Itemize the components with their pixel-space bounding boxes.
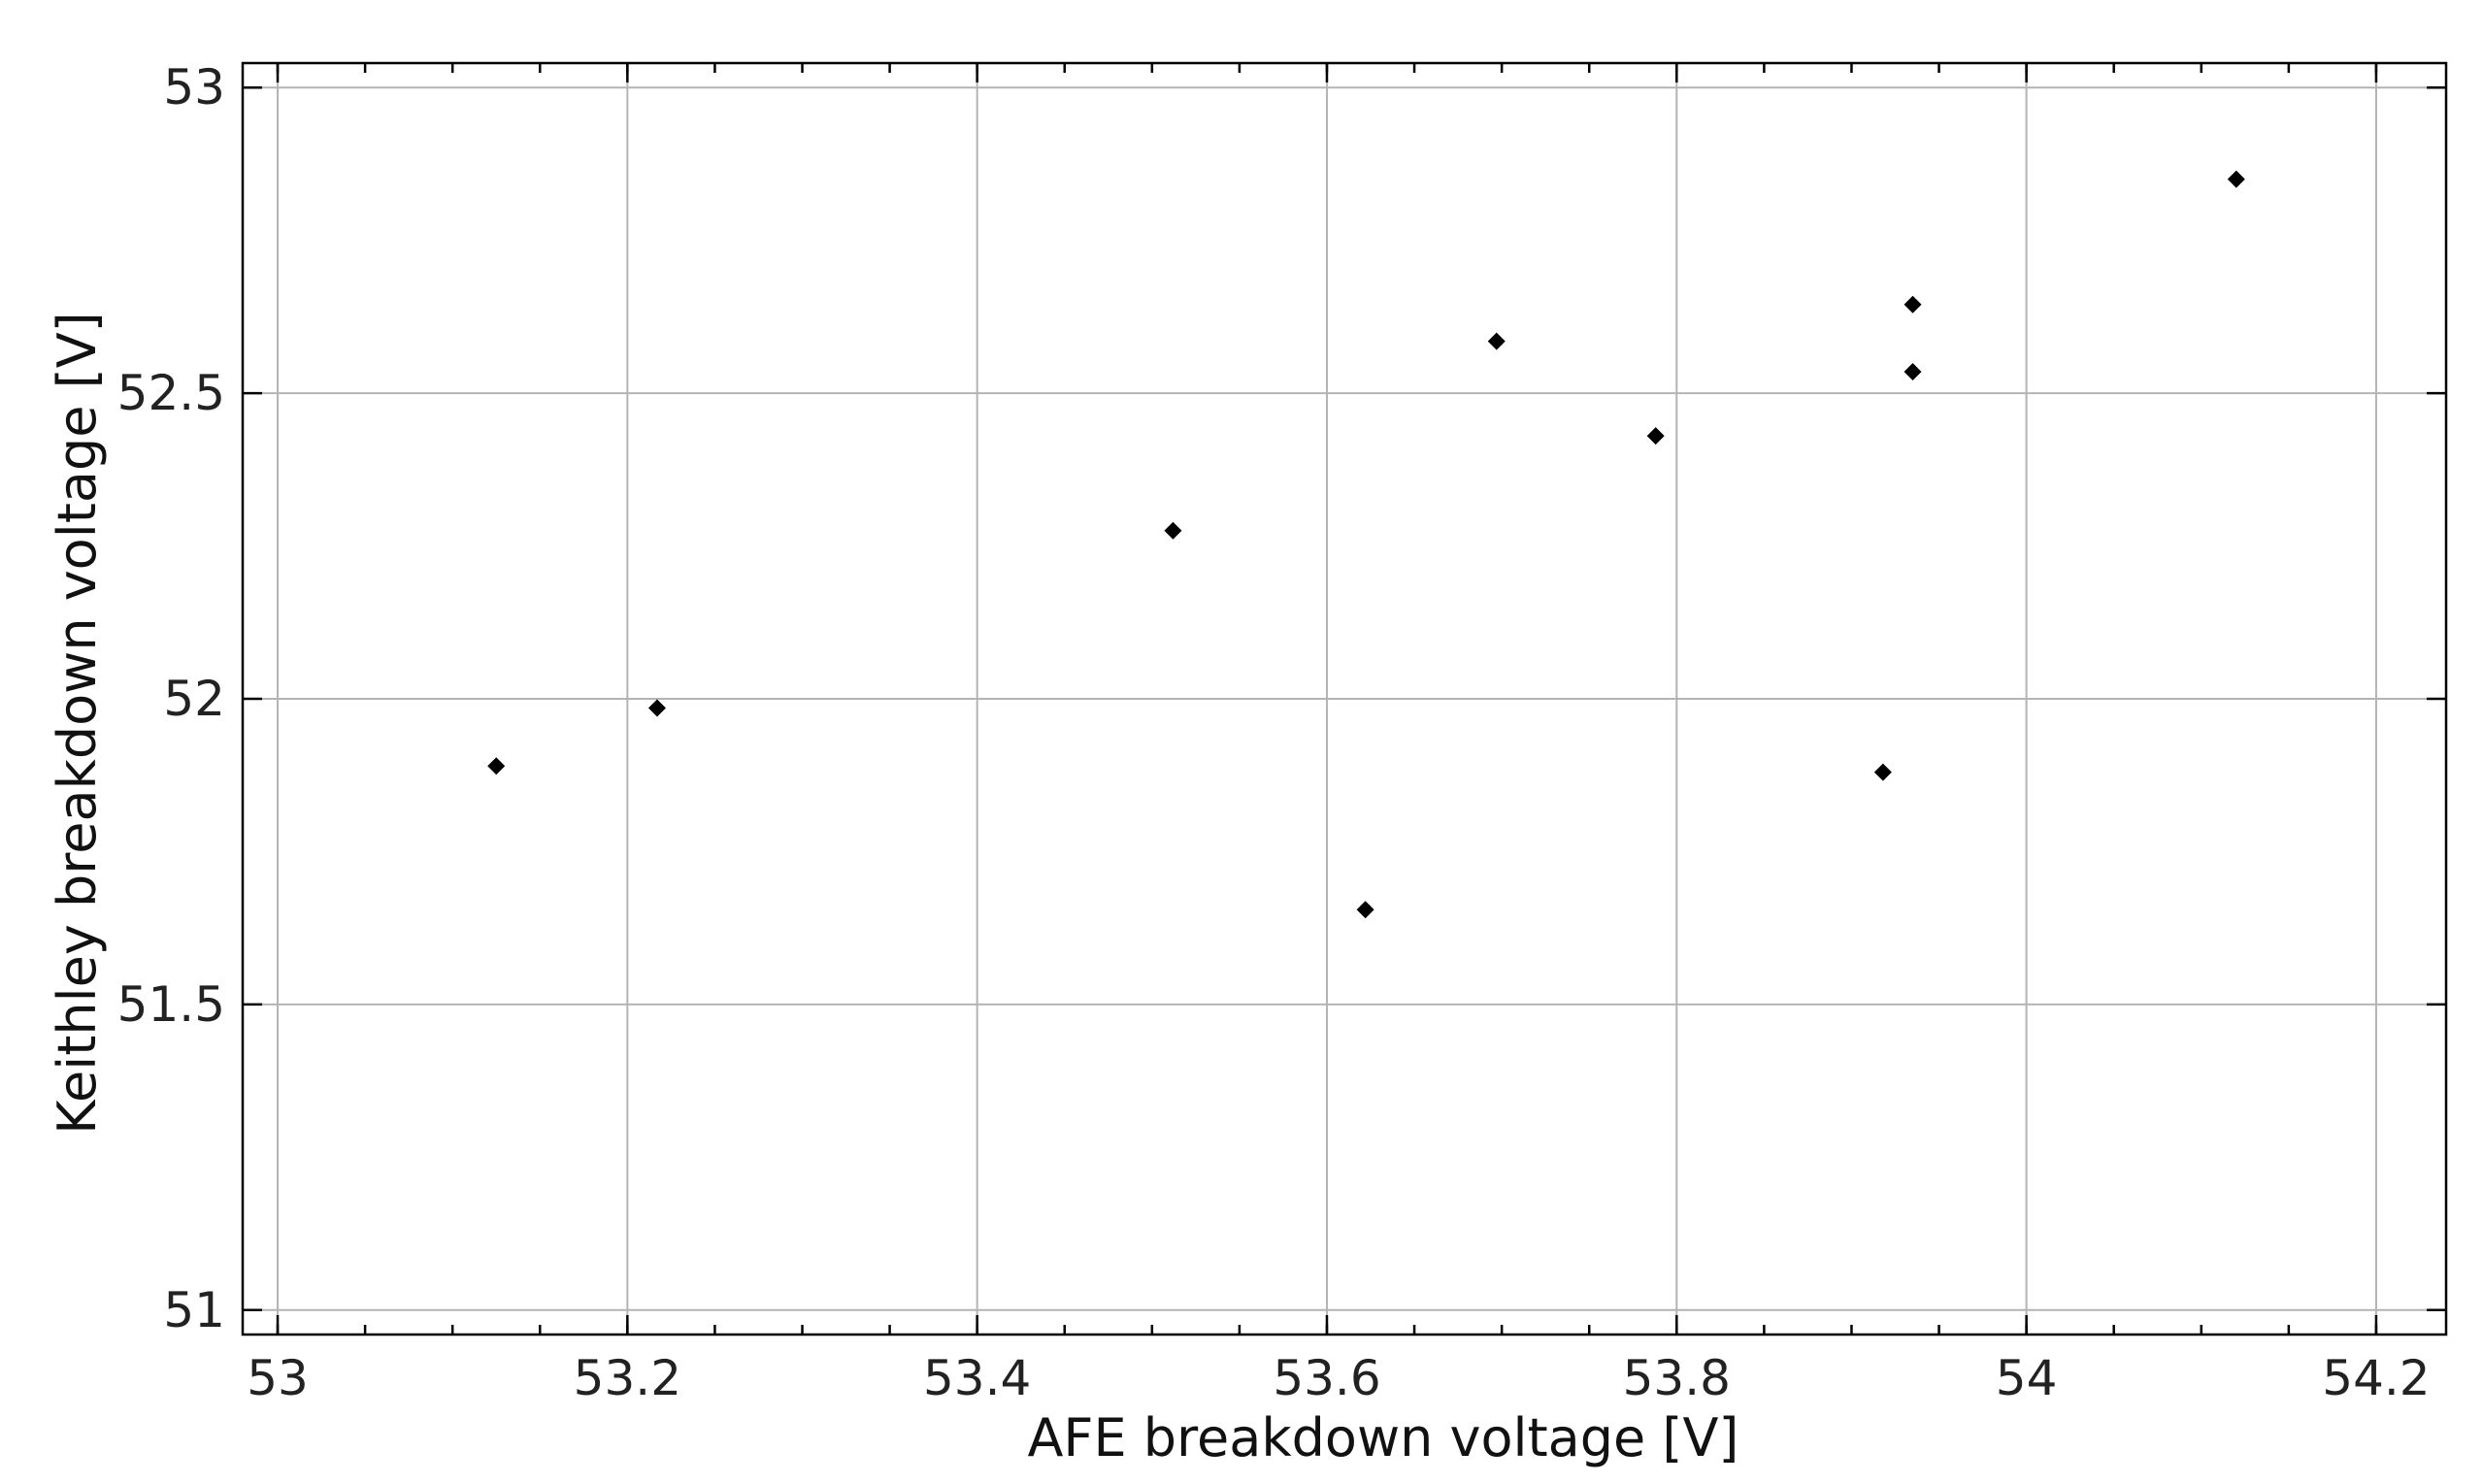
data-point-marker	[1164, 521, 1182, 540]
data-point-marker	[1904, 295, 1922, 313]
x-tick-label: 53.8	[1623, 1350, 1731, 1406]
data-point-marker	[1356, 901, 1374, 919]
x-tick-label: 53.4	[923, 1350, 1031, 1406]
y-tick-label: 52	[163, 671, 225, 727]
data-point-marker	[2227, 170, 2245, 188]
y-tick-label: 51	[163, 1282, 225, 1338]
y-tick-labels: 51 51.5 52 52.5 53	[117, 59, 225, 1338]
data-point-marker	[487, 757, 506, 775]
y-tick-label: 51.5	[117, 976, 225, 1033]
data-point-marker	[1487, 332, 1506, 350]
x-tick-labels: 53 53.2 53.4 53.6 53.8 54 54.2	[247, 1350, 2430, 1406]
data-point-marker	[1873, 763, 1892, 781]
axis-ticks	[243, 63, 2446, 1335]
data-point-marker	[647, 699, 666, 717]
gridlines	[243, 63, 2446, 1335]
y-tick-label: 52.5	[117, 365, 225, 421]
x-tick-label: 53.6	[1273, 1350, 1380, 1406]
x-tick-label: 53.2	[574, 1350, 681, 1406]
x-tick-label: 54.2	[2322, 1350, 2430, 1406]
x-tick-label: 53	[247, 1350, 309, 1406]
data-point-marker	[1904, 363, 1922, 381]
x-axis-title: AFE breakdown voltage [V]	[1027, 1407, 1738, 1468]
plot-frame	[241, 61, 2448, 1336]
y-axis-title: Keithley breakdown voltage [V]	[47, 312, 108, 1134]
x-tick-label: 54	[1996, 1350, 2058, 1406]
data-point-marker	[1646, 427, 1665, 445]
y-tick-label: 53	[163, 59, 225, 115]
data-points	[487, 170, 2245, 919]
